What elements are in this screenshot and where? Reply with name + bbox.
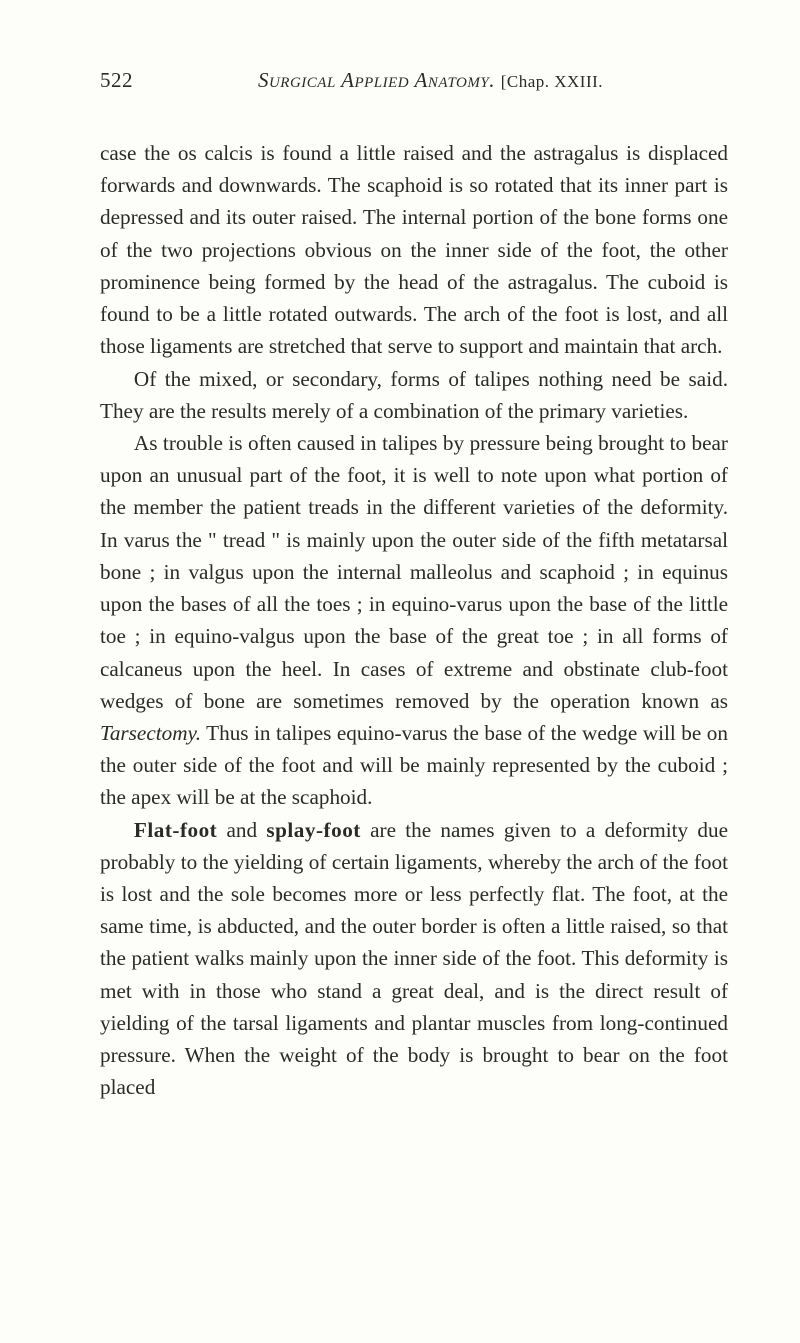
running-title-text: Surgical Applied Anatomy. — [258, 68, 495, 92]
running-head: 522 Surgical Applied Anatomy. [Chap. XXI… — [100, 68, 728, 93]
paragraph-4: Flat-foot and splay-foot are the names g… — [100, 814, 728, 1104]
paragraph-3: As trouble is often caused in talipes by… — [100, 427, 728, 814]
p4-mid: and — [217, 818, 266, 842]
running-chapter: [Chap. XXIII. — [501, 72, 603, 91]
scanned-page: 522 Surgical Applied Anatomy. [Chap. XXI… — [0, 0, 800, 1343]
body-text: case the os calcis is found a little rai… — [100, 137, 728, 1104]
paragraph-1: case the os calcis is found a little rai… — [100, 137, 728, 363]
term-tarsectomy: Tarsectomy. — [100, 721, 201, 745]
term-flat-foot: Flat-foot — [134, 818, 217, 842]
paragraph-2: Of the mixed, or secondary, forms of tal… — [100, 363, 728, 427]
term-splay-foot: splay-foot — [266, 818, 360, 842]
p4-rest: are the names given to a deformity due p… — [100, 818, 728, 1100]
running-title: Surgical Applied Anatomy. [Chap. XXIII. — [133, 68, 728, 93]
p3-part-a: As trouble is often caused in talipes by… — [100, 431, 728, 713]
page-number: 522 — [100, 68, 133, 93]
